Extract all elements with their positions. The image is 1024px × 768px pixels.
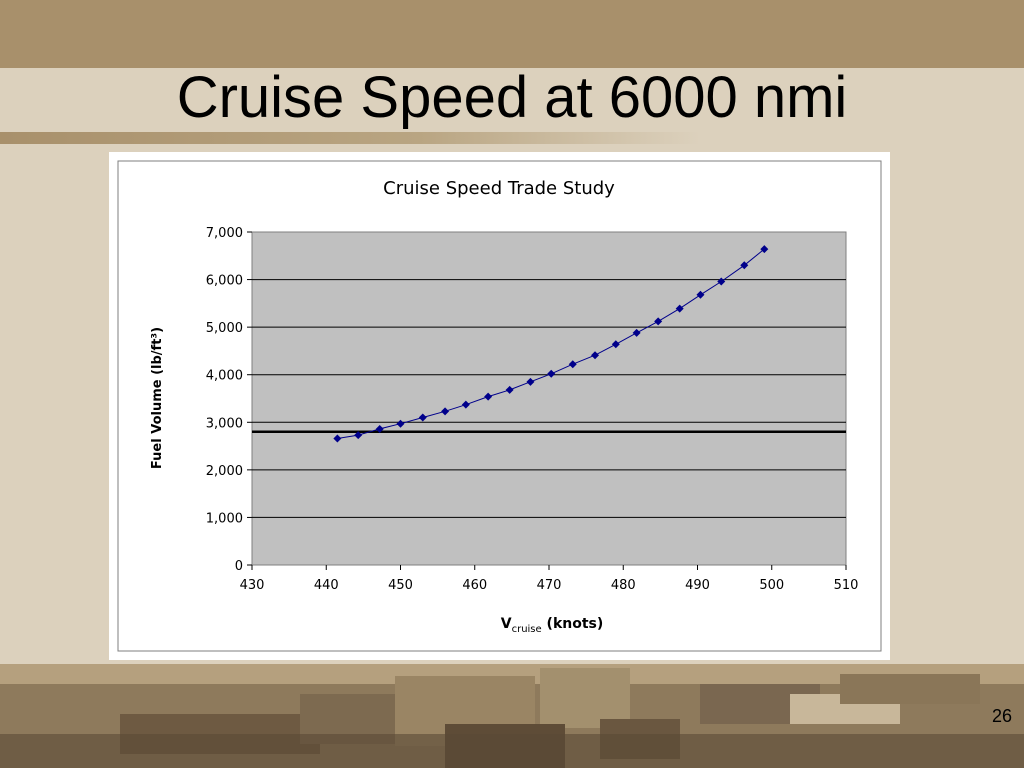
data-point (461, 400, 470, 409)
data-point (696, 290, 705, 299)
y-axis-label: Fuel Volume (lb/ft³) (150, 327, 165, 469)
data-point (740, 261, 749, 270)
chart-frame: Cruise Speed Trade Study 0 1,000 2,000 3,00… (109, 152, 890, 660)
data-point (333, 434, 342, 443)
y-tick-label: 7,000 (206, 226, 243, 241)
x-tick-label: 490 (685, 578, 710, 593)
data-point (760, 245, 769, 254)
x-tick-label: 460 (462, 578, 487, 593)
x-axis-label-unit: (knots) (542, 616, 604, 632)
data-point (611, 340, 620, 349)
x-axis-label-main: V (501, 616, 512, 632)
data-point (632, 328, 641, 337)
y-tick-label: 1,000 (206, 511, 243, 526)
x-tick-label: 470 (537, 578, 562, 593)
x-tick-label: 510 (834, 578, 859, 593)
y-tick-label: 6,000 (206, 274, 243, 289)
data-point (354, 431, 363, 440)
data-point (526, 377, 535, 386)
x-tick-label: 500 (759, 578, 784, 593)
y-tick-label: 2,000 (206, 464, 243, 479)
data-point (717, 277, 726, 286)
y-tick-label: 5,000 (206, 321, 243, 336)
data-point (396, 419, 405, 428)
data-point (484, 392, 493, 401)
slide-title: Cruise Speed at 6000 nmi (176, 65, 848, 130)
x-ticks: 430 440 450 460 470 480 490 500 510 (240, 565, 859, 593)
x-tick-label: 480 (611, 578, 636, 593)
x-axis-label: Vcruise (knots) (501, 616, 604, 635)
y-tick-label: 4,000 (206, 369, 243, 384)
campus-photo (0, 664, 1024, 768)
data-point (505, 385, 514, 394)
data-point (591, 351, 600, 360)
x-axis-label-sub: cruise (512, 624, 542, 635)
plot-area (251, 231, 847, 566)
title-underline (0, 132, 700, 144)
series-group (333, 245, 769, 443)
x-tick-label: 440 (314, 578, 339, 593)
page-number: 26 (991, 706, 1012, 726)
x-tick-label: 430 (240, 578, 265, 593)
x-tick-label: 450 (388, 578, 413, 593)
y-tick-label: 3,000 (206, 416, 243, 431)
data-point (654, 317, 663, 326)
data-point (375, 424, 384, 433)
data-point (441, 407, 450, 416)
chart: Cruise Speed Trade Study 0 1,000 2,000 3,00… (117, 160, 882, 652)
data-point (568, 360, 577, 369)
data-point (675, 304, 684, 313)
grid-lines (252, 279, 846, 518)
data-point (547, 369, 556, 378)
campus-photo-band (0, 664, 1024, 768)
data-point (418, 413, 427, 422)
y-tick-label: 0 (235, 559, 243, 574)
top-band (0, 0, 1024, 68)
chart-title: Cruise Speed Trade Study (383, 178, 615, 199)
y-ticks: 0 1,000 2,000 3,000 4,000 5,000 6,000 7,000 (206, 226, 252, 574)
